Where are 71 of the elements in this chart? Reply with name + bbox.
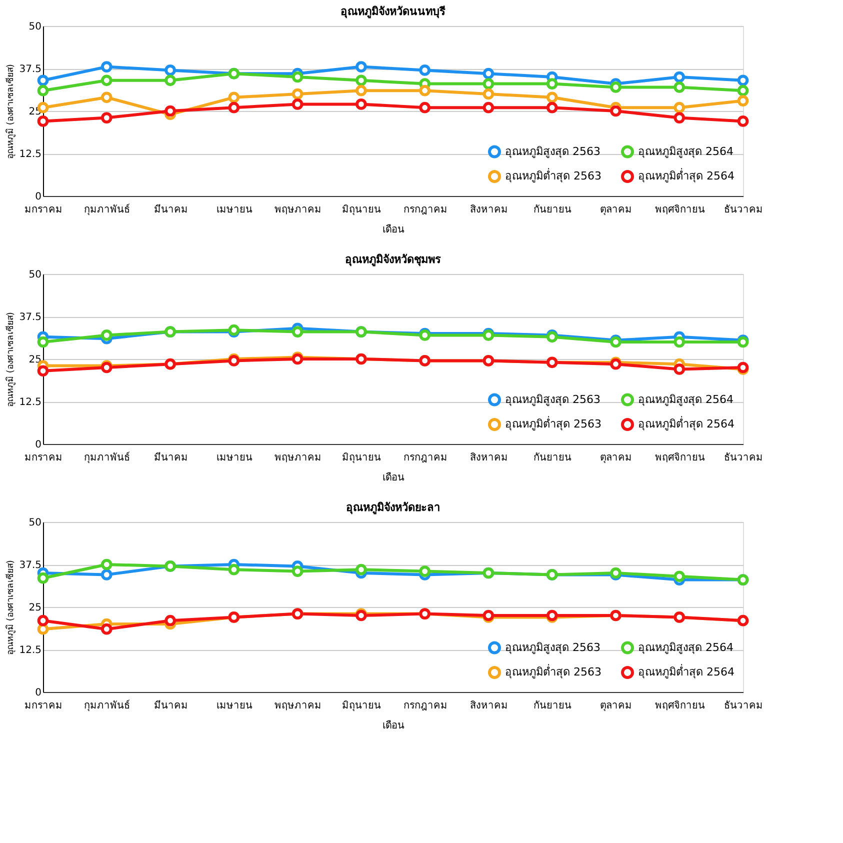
x-tick-label: เมษายน xyxy=(216,204,252,216)
legend-label: อุณหภูมิสูงสุด 2564 xyxy=(638,640,734,654)
x-tick-label: พฤศจิกายน xyxy=(654,700,705,712)
y-tick-label: 25 xyxy=(28,602,42,614)
x-tick-label: กรกฎาคม xyxy=(403,204,448,216)
x-tick-label: พฤษภาคม xyxy=(274,204,322,216)
legend-label: อุณหภูมิต่ำสุด 2563 xyxy=(505,416,602,430)
y-tick-label: 50 xyxy=(28,22,42,32)
legend-label: อุณหภูมิต่ำสุด 2563 xyxy=(505,168,602,182)
x-tick-label: สิงหาคม xyxy=(470,452,508,464)
x-tick-label: เมษายน xyxy=(216,452,252,464)
x-tick-label: มกราคม xyxy=(24,204,62,216)
x-tick-label: ตุลาคม xyxy=(600,700,632,712)
x-tick-label: กุมภาพันธ์ xyxy=(84,452,130,464)
y-tick-label: 37.5 xyxy=(19,312,42,323)
legend-label: อุณหภูมิต่ำสุด 2564 xyxy=(638,664,734,678)
chart-title: อุณหภูมิจังหวัดนนทบุรี xyxy=(340,5,446,19)
y-tick-label: 37.5 xyxy=(19,64,42,75)
x-tick-label: ธันวาคม xyxy=(724,452,763,464)
x-tick-label: กุมภาพันธ์ xyxy=(84,204,130,216)
x-tick-label: มิถุนายน xyxy=(342,700,382,712)
legend-label: อุณหภูมิต่ำสุด 2564 xyxy=(638,416,734,430)
x-tick-label: พฤศจิกายน xyxy=(654,452,705,464)
x-tick-label: มีนาคม xyxy=(154,452,188,464)
y-axis-title: อุณหภูมิ (องศาเซลเซียส) xyxy=(5,560,16,655)
x-tick-label: สิงหาคม xyxy=(470,700,508,712)
x-tick-label: กรกฎาคม xyxy=(403,452,448,464)
y-axis-title: อุณหภูมิ (องศาเซลเซียส) xyxy=(5,64,16,159)
y-tick-label: 0 xyxy=(35,192,42,202)
x-tick-label: มีนาคม xyxy=(154,204,188,216)
legend-label: อุณหภูมิสูงสุด 2564 xyxy=(638,144,734,158)
x-tick-label: มิถุนายน xyxy=(342,452,382,464)
x-tick-label: ตุลาคม xyxy=(600,452,632,464)
y-tick-label: 12.5 xyxy=(19,397,42,408)
y-tick-label: 50 xyxy=(28,518,42,528)
y-tick-label: 50 xyxy=(28,270,42,280)
x-tick-label: เมษายน xyxy=(216,700,252,712)
legend-label: อุณหภูมิต่ำสุด 2564 xyxy=(638,168,734,182)
y-tick-label: 0 xyxy=(35,440,42,450)
x-tick-label: พฤศจิกายน xyxy=(654,204,705,216)
legend-label: อุณหภูมิสูงสุด 2563 xyxy=(505,392,600,406)
x-tick-label: กันยายน xyxy=(534,700,572,712)
x-tick-label: ธันวาคม xyxy=(724,204,763,216)
chart-title: อุณหภูมิจังหวัดชุมพร xyxy=(345,253,441,267)
x-tick-label: มีนาคม xyxy=(154,700,188,712)
y-tick-label: 0 xyxy=(35,688,42,698)
x-tick-label: พฤษภาคม xyxy=(274,700,322,712)
y-tick-label: 25 xyxy=(28,354,42,366)
x-tick-label: มกราคม xyxy=(24,700,62,712)
x-axis-title: เดือน xyxy=(382,472,404,484)
y-tick-label: 12.5 xyxy=(19,149,42,160)
x-tick-label: กันยายน xyxy=(534,452,572,464)
x-tick-label: มกราคม xyxy=(24,452,62,464)
x-axis-title: เดือน xyxy=(382,224,404,236)
chart-title: อุณหภูมิจังหวัดยะลา xyxy=(346,501,440,515)
legend-label: อุณหภูมิสูงสุด 2564 xyxy=(638,392,734,406)
x-tick-label: พฤษภาคม xyxy=(274,452,322,464)
x-tick-label: มิถุนายน xyxy=(342,204,382,216)
x-axis-title: เดือน xyxy=(382,720,404,732)
legend-label: อุณหภูมิสูงสุด 2563 xyxy=(505,144,600,158)
x-tick-label: กันยายน xyxy=(534,204,572,216)
legend-label: อุณหภูมิสูงสุด 2563 xyxy=(505,640,600,654)
y-tick-label: 37.5 xyxy=(19,560,42,571)
x-tick-label: กรกฎาคม xyxy=(403,700,448,712)
y-tick-label: 12.5 xyxy=(19,645,42,656)
y-axis-title: อุณหภูมิ (องศาเซลเซียส) xyxy=(5,312,16,407)
x-tick-label: กุมภาพันธ์ xyxy=(84,700,130,712)
legend-label: อุณหภูมิต่ำสุด 2563 xyxy=(505,664,602,678)
x-tick-label: ธันวาคม xyxy=(724,700,763,712)
x-tick-label: สิงหาคม xyxy=(470,204,508,216)
x-tick-label: ตุลาคม xyxy=(600,204,632,216)
